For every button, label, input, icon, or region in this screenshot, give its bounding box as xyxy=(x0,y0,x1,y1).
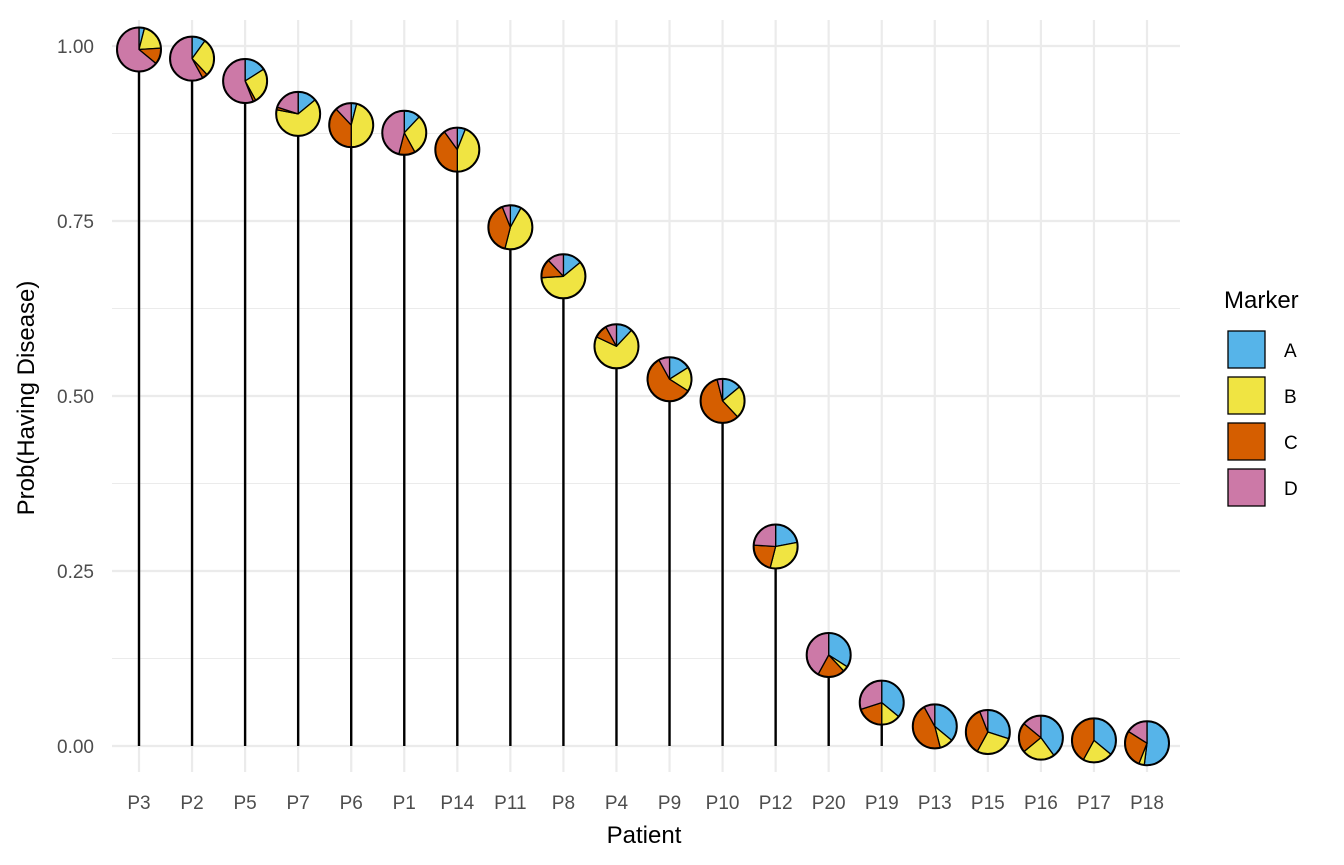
x-tick-label: P6 xyxy=(340,793,363,814)
pie-outline xyxy=(328,102,375,149)
x-tick-label: P8 xyxy=(552,793,575,814)
x-tick-label: P4 xyxy=(605,793,629,814)
pie-outline xyxy=(964,709,1011,755)
pie-P8 xyxy=(540,253,587,300)
x-tick-label: P9 xyxy=(658,793,681,814)
legend-title: Marker xyxy=(1224,287,1299,314)
pie-P1 xyxy=(381,109,428,156)
pie-outline xyxy=(1017,714,1064,761)
pie-P3 xyxy=(116,26,162,73)
pie-outline xyxy=(911,703,958,750)
legend-label-C: C xyxy=(1284,433,1298,454)
pie-P20 xyxy=(805,632,852,678)
pie-P6 xyxy=(328,102,375,149)
pie-P13 xyxy=(911,703,958,750)
pie-slice-D xyxy=(381,110,405,155)
x-tick-label: P1 xyxy=(393,793,416,814)
legend-label-D: D xyxy=(1284,479,1298,500)
pie-outline xyxy=(487,204,534,251)
pie-P7 xyxy=(275,90,322,137)
x-tick-label: P14 xyxy=(440,793,474,814)
y-tick-label: 0.75 xyxy=(57,212,94,233)
y-axis-title: Prob(Having Disease) xyxy=(13,281,40,516)
stems xyxy=(137,49,1149,746)
x-tick-label: P10 xyxy=(706,793,740,814)
pie-P9 xyxy=(646,356,693,403)
pie-outline xyxy=(275,90,322,137)
pie-outline xyxy=(381,109,428,156)
legend-swatch-A xyxy=(1227,330,1266,369)
x-tick-label: P19 xyxy=(865,793,899,814)
pie-outline xyxy=(699,377,746,424)
pie-outline xyxy=(169,35,216,82)
pie-outline xyxy=(858,679,905,726)
x-tick-label: P7 xyxy=(287,793,310,814)
x-tick-label: P15 xyxy=(971,793,1005,814)
legend-label-B: B xyxy=(1284,387,1297,408)
pie-outline xyxy=(1124,720,1170,767)
pie-P5 xyxy=(222,58,269,104)
x-tick-label: P5 xyxy=(233,793,256,814)
pie-P19 xyxy=(858,679,905,726)
pie-P14 xyxy=(434,126,481,173)
x-tick-label: P18 xyxy=(1130,793,1164,814)
legend-swatch-D xyxy=(1227,468,1266,507)
pie-P11 xyxy=(487,204,534,251)
x-tick-label: P16 xyxy=(1024,793,1058,814)
x-tick-label: P20 xyxy=(812,793,846,814)
y-tick-label: 0.25 xyxy=(57,562,94,583)
x-axis-title: Patient xyxy=(607,822,682,849)
pie-P18 xyxy=(1124,720,1170,767)
x-tick-label: P3 xyxy=(127,793,150,814)
legend-label-A: A xyxy=(1284,341,1297,362)
y-tick-label: 1.00 xyxy=(57,37,94,58)
pie-outline xyxy=(540,253,587,300)
y-tick-labels: 0.00 0.25 0.50 0.75 1.00 xyxy=(57,37,94,758)
x-tick-labels: P3 P2 P5 P7 P6 P1 P14 P11 P8 P4 P9 P10 P12 P20 P19 P13 P… xyxy=(127,793,1164,814)
y-tick-label: 0.00 xyxy=(57,737,94,758)
pie-P15 xyxy=(964,709,1011,755)
pie-outline xyxy=(805,632,852,678)
pie-outline xyxy=(752,523,799,570)
legend-swatch-B xyxy=(1227,376,1266,415)
pie-outline xyxy=(1070,717,1117,764)
x-tick-label: P2 xyxy=(180,793,203,814)
pie-outline xyxy=(222,58,269,104)
pies xyxy=(116,26,1170,767)
pie-slice-B xyxy=(350,103,374,148)
pie-P16 xyxy=(1017,714,1064,761)
pie-slice-A xyxy=(1143,720,1170,766)
pie-P17 xyxy=(1070,717,1117,764)
x-tick-label: P11 xyxy=(494,793,526,814)
pie-outline xyxy=(593,323,640,370)
y-tick-label: 0.50 xyxy=(57,387,94,408)
pie-outline xyxy=(434,126,481,173)
legend: Marker A B C D xyxy=(1224,287,1299,507)
x-tick-label: P13 xyxy=(918,793,952,814)
grid xyxy=(112,20,1180,772)
pie-P4 xyxy=(593,323,640,370)
x-tick-label: P12 xyxy=(759,793,793,814)
pie-P2 xyxy=(169,35,216,82)
pie-outline xyxy=(646,356,693,403)
legend-swatch-C xyxy=(1227,422,1266,461)
pie-outline xyxy=(116,26,162,73)
x-tick-label: P17 xyxy=(1077,793,1111,814)
pie-P12 xyxy=(752,523,799,570)
pie-P10 xyxy=(699,377,746,424)
